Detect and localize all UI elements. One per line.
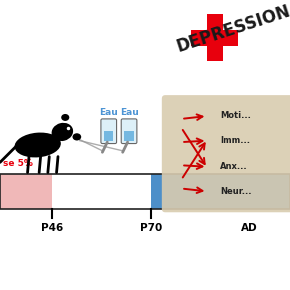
Text: Eau: Eau bbox=[99, 108, 118, 117]
Ellipse shape bbox=[61, 114, 69, 121]
Text: Eau: Eau bbox=[120, 108, 138, 117]
Bar bbox=[124, 130, 134, 141]
Text: Anx...: Anx... bbox=[220, 162, 248, 171]
Text: P70: P70 bbox=[140, 223, 162, 233]
FancyBboxPatch shape bbox=[162, 95, 290, 212]
Bar bbox=[104, 130, 113, 141]
Ellipse shape bbox=[52, 123, 73, 141]
Text: Imm...: Imm... bbox=[220, 136, 250, 145]
Bar bbox=[206, 14, 223, 61]
FancyBboxPatch shape bbox=[121, 119, 137, 144]
Text: Moti...: Moti... bbox=[220, 111, 251, 121]
Text: AD: AD bbox=[241, 223, 258, 233]
Text: Neur...: Neur... bbox=[220, 187, 252, 196]
Bar bbox=[191, 30, 238, 46]
Text: se 5%: se 5% bbox=[3, 159, 33, 168]
Ellipse shape bbox=[72, 133, 81, 141]
Bar bbox=[52, 174, 151, 209]
Ellipse shape bbox=[14, 133, 61, 157]
Text: DEPRESSION: DEPRESSION bbox=[174, 2, 290, 56]
Bar bbox=[151, 174, 290, 209]
Bar bbox=[0, 174, 290, 209]
Bar bbox=[0, 174, 52, 209]
Text: P46: P46 bbox=[41, 223, 63, 233]
FancyBboxPatch shape bbox=[101, 119, 117, 144]
